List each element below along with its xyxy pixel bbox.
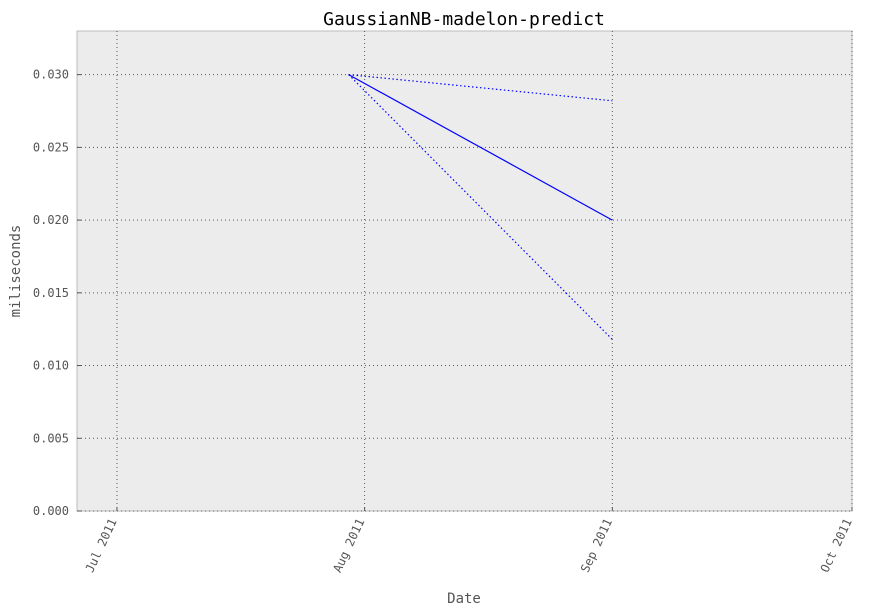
y-tick-label: 0.000 [33, 504, 69, 518]
y-tick-label: 0.020 [33, 213, 69, 227]
x-axis-label: Date [447, 591, 481, 607]
chart-title: GaussianNB-madelon-predict [323, 9, 605, 30]
y-tick-label: 0.025 [33, 140, 69, 154]
y-tick-label: 0.015 [33, 286, 69, 300]
plot-area [76, 30, 853, 512]
grid-layer [77, 31, 853, 512]
series-layer [348, 74, 613, 340]
series-line-1 [348, 74, 613, 221]
x-tick-label: Jul 2011 [83, 516, 120, 574]
series-line-2 [348, 74, 613, 102]
x-tick-label: Sep 2011 [578, 516, 615, 574]
x-tick-label: Oct 2011 [818, 516, 855, 574]
y-tick-label: 0.005 [33, 431, 69, 445]
y-tick-label: 0.030 [33, 68, 69, 82]
y-tick-label: 0.010 [33, 359, 69, 373]
x-tick-label: Aug 2011 [330, 516, 367, 574]
y-axis-label: miliseconds [8, 225, 24, 318]
